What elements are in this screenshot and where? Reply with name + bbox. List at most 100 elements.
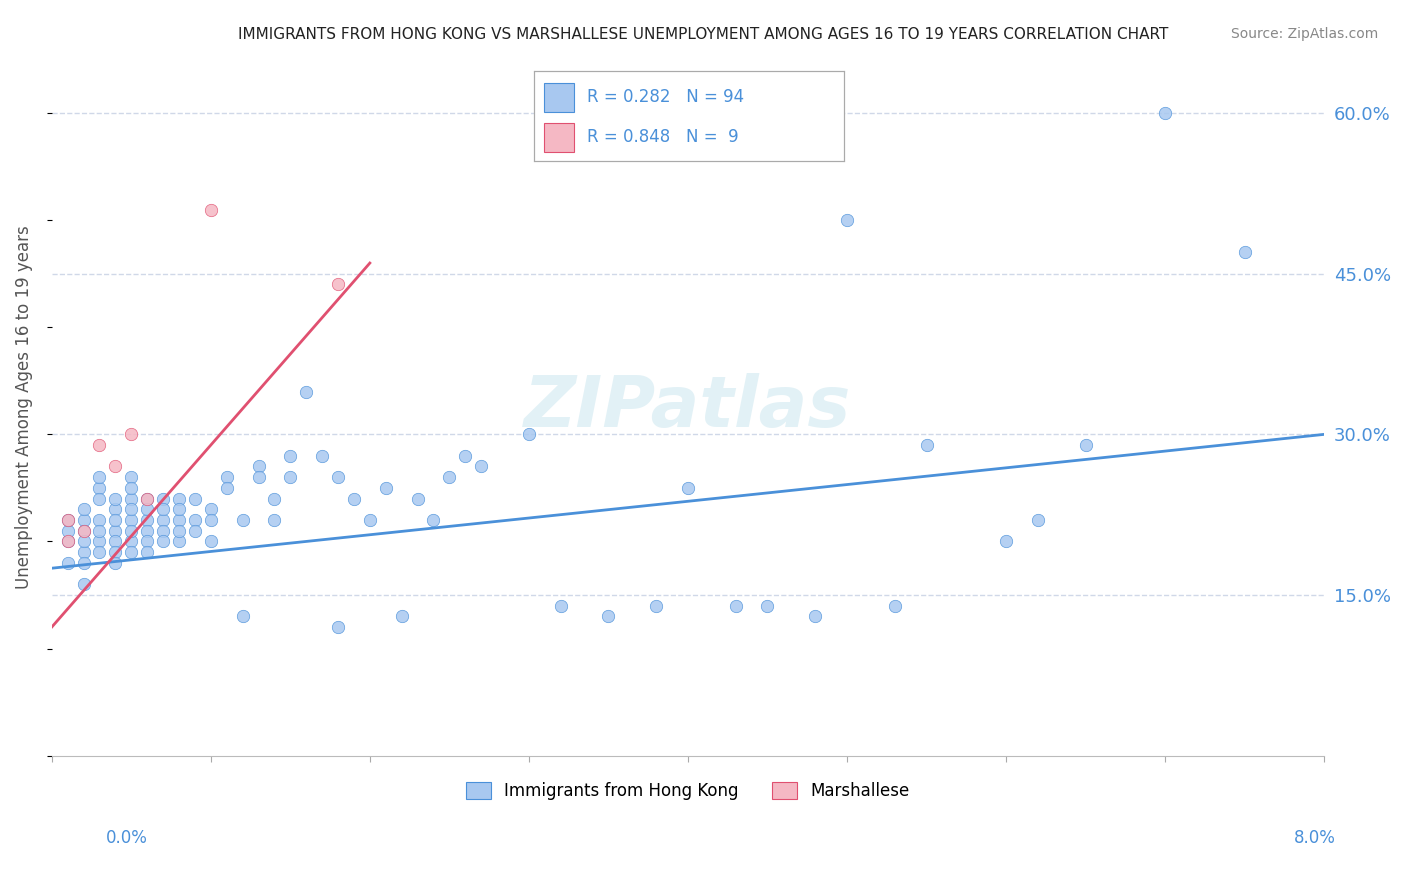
- Point: [136, 545, 159, 559]
- Point: [995, 534, 1018, 549]
- Point: [645, 599, 668, 613]
- Point: [278, 449, 301, 463]
- Point: [120, 481, 142, 495]
- Point: [56, 534, 79, 549]
- Point: [374, 481, 396, 495]
- Text: 8.0%: 8.0%: [1294, 830, 1336, 847]
- Point: [215, 470, 238, 484]
- Point: [184, 491, 207, 506]
- Point: [72, 577, 94, 591]
- Point: [200, 502, 222, 516]
- Point: [359, 513, 381, 527]
- Point: [104, 513, 127, 527]
- Point: [56, 513, 79, 527]
- Point: [517, 427, 540, 442]
- Point: [756, 599, 779, 613]
- FancyBboxPatch shape: [544, 123, 575, 152]
- Point: [152, 513, 174, 527]
- Point: [470, 459, 492, 474]
- Point: [72, 545, 94, 559]
- Point: [89, 524, 111, 538]
- Point: [89, 438, 111, 452]
- Point: [89, 470, 111, 484]
- Point: [104, 556, 127, 570]
- Y-axis label: Unemployment Among Ages 16 to 19 years: Unemployment Among Ages 16 to 19 years: [15, 226, 32, 590]
- Point: [120, 427, 142, 442]
- Point: [72, 534, 94, 549]
- Point: [152, 502, 174, 516]
- Point: [56, 513, 79, 527]
- Point: [136, 502, 159, 516]
- Point: [56, 524, 79, 538]
- Point: [104, 534, 127, 549]
- Point: [72, 556, 94, 570]
- FancyBboxPatch shape: [544, 83, 575, 112]
- Point: [915, 438, 938, 452]
- Point: [136, 513, 159, 527]
- Point: [278, 470, 301, 484]
- Point: [167, 502, 190, 516]
- Point: [263, 513, 285, 527]
- Point: [439, 470, 461, 484]
- Point: [104, 491, 127, 506]
- Point: [89, 534, 111, 549]
- Point: [454, 449, 477, 463]
- Point: [104, 524, 127, 538]
- Point: [232, 609, 254, 624]
- Point: [200, 513, 222, 527]
- Point: [89, 491, 111, 506]
- Text: ZIPatlas: ZIPatlas: [524, 373, 852, 442]
- Point: [104, 502, 127, 516]
- Point: [295, 384, 318, 399]
- Point: [247, 470, 270, 484]
- Legend: Immigrants from Hong Kong, Marshallese: Immigrants from Hong Kong, Marshallese: [460, 775, 917, 806]
- Point: [120, 534, 142, 549]
- Point: [1233, 245, 1256, 260]
- Point: [326, 470, 349, 484]
- Text: IMMIGRANTS FROM HONG KONG VS MARSHALLESE UNEMPLOYMENT AMONG AGES 16 TO 19 YEARS : IMMIGRANTS FROM HONG KONG VS MARSHALLESE…: [238, 27, 1168, 42]
- Point: [167, 524, 190, 538]
- Point: [136, 524, 159, 538]
- Point: [72, 513, 94, 527]
- Point: [120, 545, 142, 559]
- Point: [311, 449, 333, 463]
- Point: [120, 513, 142, 527]
- Point: [152, 524, 174, 538]
- Point: [263, 491, 285, 506]
- Point: [200, 202, 222, 217]
- Point: [72, 524, 94, 538]
- Point: [804, 609, 827, 624]
- Point: [326, 620, 349, 634]
- Point: [550, 599, 572, 613]
- Point: [184, 524, 207, 538]
- Point: [120, 491, 142, 506]
- Point: [89, 513, 111, 527]
- Text: R = 0.282   N = 94: R = 0.282 N = 94: [586, 88, 744, 106]
- Point: [136, 534, 159, 549]
- Point: [104, 459, 127, 474]
- Text: Source: ZipAtlas.com: Source: ZipAtlas.com: [1230, 27, 1378, 41]
- Point: [152, 491, 174, 506]
- Point: [343, 491, 366, 506]
- Point: [422, 513, 444, 527]
- Point: [835, 213, 858, 227]
- Text: R = 0.848   N =  9: R = 0.848 N = 9: [586, 128, 738, 146]
- Point: [167, 513, 190, 527]
- Point: [247, 459, 270, 474]
- Point: [72, 502, 94, 516]
- Point: [232, 513, 254, 527]
- Point: [724, 599, 747, 613]
- Point: [391, 609, 413, 624]
- Point: [136, 491, 159, 506]
- Point: [120, 524, 142, 538]
- Text: 0.0%: 0.0%: [105, 830, 148, 847]
- Point: [89, 481, 111, 495]
- Point: [676, 481, 699, 495]
- Point: [104, 545, 127, 559]
- Point: [200, 534, 222, 549]
- Point: [883, 599, 905, 613]
- Point: [1026, 513, 1049, 527]
- Point: [598, 609, 620, 624]
- Point: [167, 491, 190, 506]
- Point: [1074, 438, 1097, 452]
